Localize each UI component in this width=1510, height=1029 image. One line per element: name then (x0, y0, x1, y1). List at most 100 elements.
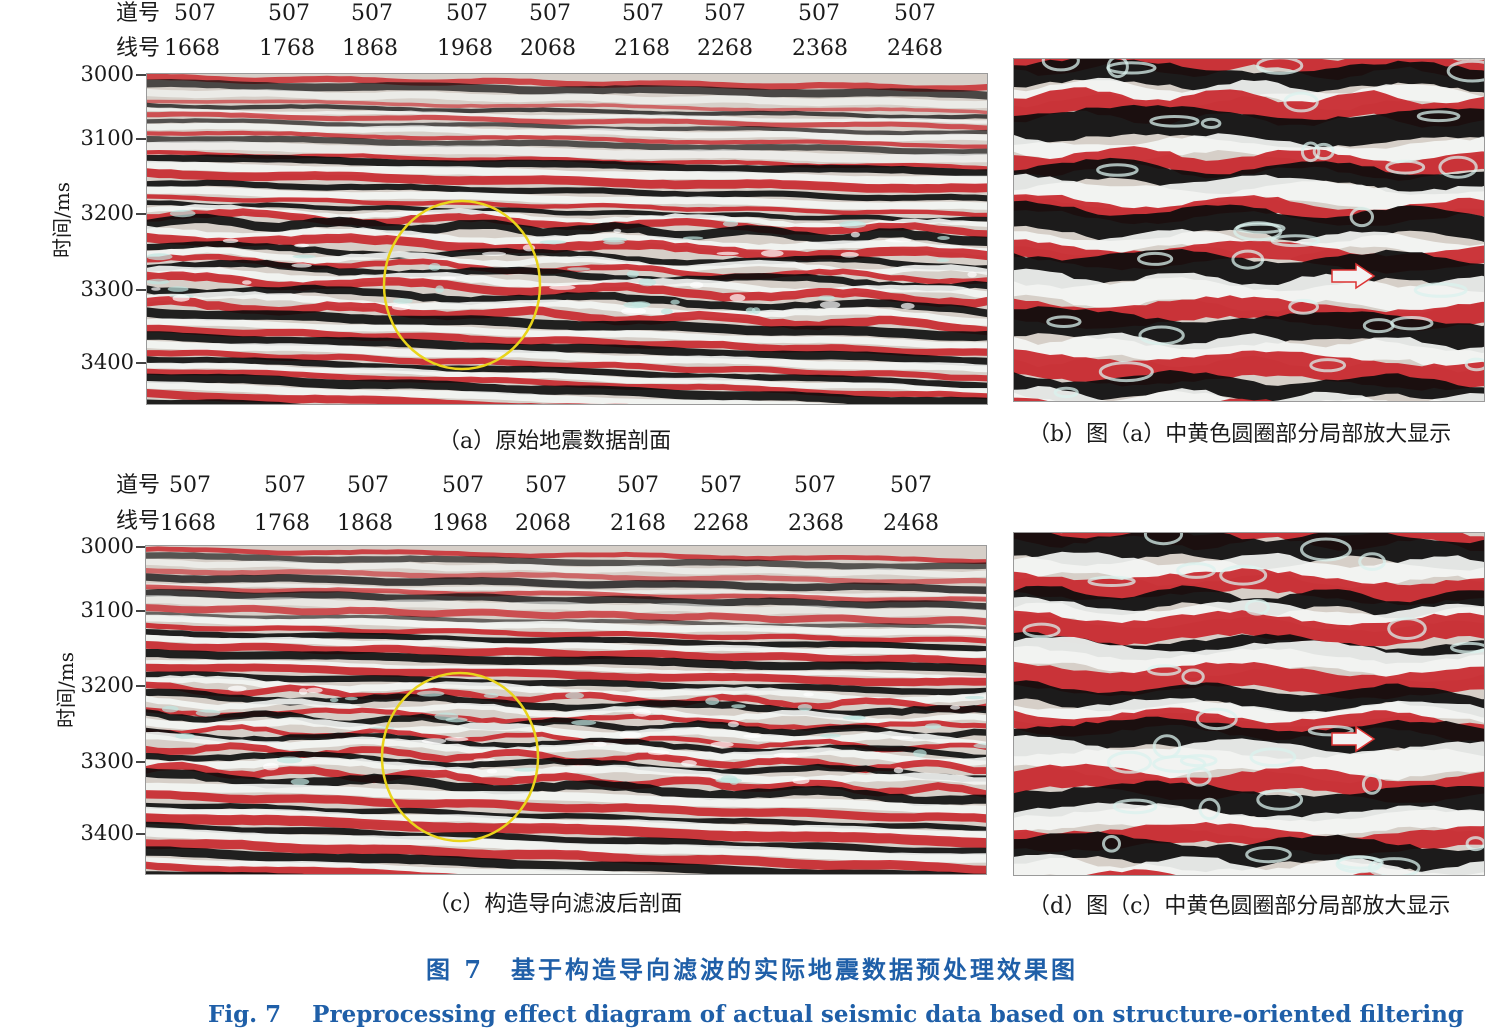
seismic-reflector (147, 284, 987, 318)
trace-tick: 507 (622, 1, 664, 26)
noise-speck (169, 209, 196, 218)
seismic-section-image (145, 545, 987, 875)
trace-tick: 507 (704, 1, 746, 26)
seismic-reflector (147, 122, 987, 142)
zoomed-reflector (1014, 831, 1484, 875)
noise-ring (1465, 836, 1484, 852)
time-tick-mark (136, 833, 146, 835)
noise-ring (1176, 562, 1217, 579)
noise-ring (1256, 788, 1304, 811)
time-axis-label: 时间/ms (54, 652, 78, 728)
noise-speck (973, 743, 986, 749)
noise-speck (549, 285, 576, 290)
seismic-reflector (147, 246, 987, 276)
yellow-circle-marker (382, 199, 542, 371)
noise-ring (1137, 251, 1174, 266)
noise-speck (276, 756, 303, 764)
trace-tick: 507 (794, 473, 836, 498)
trace-tick: 507 (174, 1, 216, 26)
seismic-reflector (147, 102, 987, 120)
noise-ring (1231, 249, 1265, 270)
time-tick: 3300 (80, 277, 134, 301)
line-tick: 2168 (614, 36, 670, 61)
noise-speck (175, 733, 195, 739)
time-tick: 3400 (80, 821, 134, 845)
noise-speck (840, 251, 859, 258)
noise-speck (937, 236, 950, 240)
noise-speck (434, 712, 459, 721)
line-tick: 2268 (693, 511, 749, 536)
noise-speck (819, 733, 841, 738)
noise-ring (1041, 59, 1080, 72)
noise-ring (1149, 115, 1200, 128)
noise-speck (195, 709, 221, 717)
seismic-reflector (147, 259, 987, 292)
zoomed-seismic-svg (1014, 533, 1484, 875)
noise-speck (967, 271, 977, 278)
noise-speck (648, 750, 670, 756)
line-tick: 1868 (342, 36, 398, 61)
seismic-reflector (147, 194, 987, 218)
noise-ring (1106, 61, 1157, 75)
time-tick-mark (136, 546, 146, 548)
noise-speck (147, 278, 170, 285)
seismic-reflector (146, 595, 986, 618)
seismic-reflector (146, 629, 986, 652)
noise-speck (416, 690, 445, 697)
noise-ring (1367, 857, 1421, 875)
panel-b-caption: （b）图（a）中黄色圆圈部分局部放大显示 (1028, 422, 1452, 447)
noise-ring (1309, 358, 1347, 373)
noise-ring (1300, 141, 1321, 163)
zoomed-reflector (1014, 610, 1484, 649)
time-tick-mark (136, 362, 146, 364)
noise-speck (803, 692, 814, 697)
noise-ring (1179, 754, 1218, 768)
time-tick: 3200 (80, 673, 134, 697)
line-tick: 1768 (259, 36, 315, 61)
seismic-reflector (146, 681, 986, 713)
seismic-reflector (146, 827, 986, 863)
noise-speck (621, 307, 647, 316)
trace-tick: 507 (798, 1, 840, 26)
noise-speck (421, 738, 447, 744)
noise-speck (486, 769, 498, 774)
noise-speck (842, 715, 862, 720)
seismic-reflector (146, 552, 986, 571)
seismic-reflector (146, 813, 986, 849)
seismic-reflector (146, 768, 986, 806)
panel-a-caption: （a）原始地震数据剖面 (438, 429, 672, 454)
noise-speck (761, 249, 784, 257)
trace-tick: 507 (890, 473, 932, 498)
noise-ring (1112, 798, 1158, 815)
seismic-reflector (146, 568, 986, 585)
noise-speck (444, 737, 469, 742)
seismic-reflector (146, 742, 986, 775)
line-tick: 1968 (437, 36, 493, 61)
trace-tick: 507 (442, 473, 484, 498)
trace-tick: 507 (700, 473, 742, 498)
zoomed-reflector (1014, 636, 1484, 682)
seismic-reflector (147, 381, 835, 404)
noise-speck (731, 704, 746, 709)
trace-tick: 507 (268, 1, 310, 26)
seismic-reflector (146, 604, 986, 626)
line-tick: 2468 (887, 36, 943, 61)
seismic-reflector (146, 558, 986, 579)
noise-speck (850, 231, 861, 238)
noise-ring (1181, 668, 1205, 685)
seismic-reflector (147, 88, 987, 109)
seismic-reflector (147, 141, 987, 164)
noise-speck (727, 721, 740, 728)
noise-ring (1096, 163, 1139, 177)
noise-speck (885, 238, 912, 243)
seismic-reflector (147, 204, 987, 229)
noise-speck (147, 253, 173, 261)
noise-speck (228, 685, 247, 692)
noise-speck (167, 286, 189, 292)
noise-speck (631, 301, 651, 308)
noise-speck (162, 705, 179, 713)
noise-ring (1307, 725, 1354, 737)
zoomed-reflector (1014, 716, 1484, 760)
noise-speck (797, 704, 813, 711)
seismic-reflector (147, 356, 987, 390)
